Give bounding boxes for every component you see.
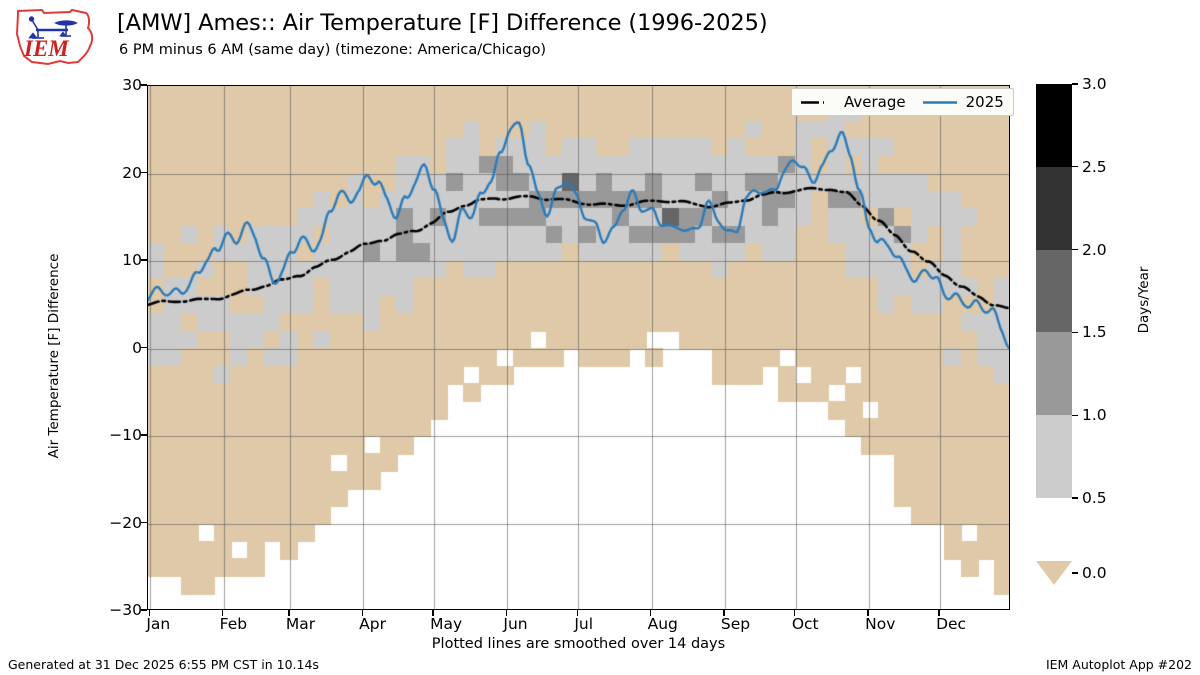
y-axis-tick-mark [141,609,147,611]
colorbar-tick-mark [1072,166,1078,168]
colorbar-segment [1036,415,1072,498]
legend-entry-average[interactable]: Average [800,93,906,111]
logo-text: IEM [23,36,70,61]
colorbar-tick-mark [1072,414,1078,416]
x-axis-tick-mark [794,610,796,616]
x-axis-tick-label: Oct [791,615,819,633]
y-axis-tick-mark [141,346,147,349]
colorbar [1036,84,1072,498]
x-axis-tick-label: Jan [146,615,171,633]
colorbar-tick-mark [1072,331,1078,334]
legend-swatch-average-icon [800,96,836,109]
x-axis-tick-mark [361,610,363,616]
x-axis-tick-mark [222,610,224,616]
colorbar-title: Days/Year [1136,266,1152,334]
colorbar-tick-label: 1.5 [1082,323,1107,342]
y-axis-tick-label: 20 [122,163,142,182]
colorbar-under-tick-mark [1072,572,1078,574]
x-axis-tick-label: Nov [865,615,896,633]
x-axis-tick-mark [148,610,150,616]
y-axis-tick-label: 0 [132,338,142,357]
colorbar-segment [1036,249,1072,333]
page-title: [AMW] Ames:: Air Temperature [F] Differe… [117,10,768,36]
colorbar-under-triangle-icon [1036,561,1072,585]
x-axis-tick-mark [576,610,578,616]
x-axis-tick-label: Dec [936,615,967,633]
colorbar-tick-label: 1.0 [1082,406,1107,425]
x-axis-tick-label: Jul [574,615,594,633]
x-axis-tick-mark [723,610,725,616]
x-axis-tick-mark [649,610,652,616]
x-axis-tick-label: Apr [359,615,386,633]
colorbar-under-label: 0.0 [1082,564,1107,582]
legend-label-2025: 2025 [965,93,1004,111]
footer-generated-text: Generated at 31 Dec 2025 6:55 PM CST in … [8,657,319,672]
iem-logo: IEM [15,8,94,66]
x-axis-tick-label: Sep [720,615,751,633]
legend-swatch-2025-icon [922,96,958,109]
x-axis-tick-label: May [430,615,463,633]
series-lines-layer [148,86,1009,609]
x-axis-tick-mark [505,610,508,616]
y-axis-tick-mark [141,259,147,261]
y-axis-tick-mark [141,521,147,524]
footer-app-text: IEM Autoplot App #202 [1045,657,1192,672]
y-axis-tick-mark [141,171,147,174]
colorbar-tick-mark [1072,497,1078,499]
x-axis-tick-mark [867,610,869,616]
x-axis-tick-label: Jun [503,615,528,633]
colorbar-tick-label: 0.5 [1082,489,1107,507]
x-axis-tick-mark [432,610,434,616]
y-axis-tick-label: −10 [109,426,142,444]
colorbar-segment [1036,166,1072,250]
legend-label-average: Average [844,93,906,111]
y-axis-tick-label: 30 [122,76,142,94]
y-axis-label: Air Temperature [F] Difference [46,253,62,459]
y-axis-ticks: 30 20 10 0 −10 −20 −30 [90,0,142,675]
weather-station-icon [28,16,78,39]
x-axis-tick-label: Feb [219,615,248,633]
y-axis-tick-mark [141,434,147,436]
chart-legend[interactable]: Average 2025 [791,88,1014,116]
colorbar-segment [1036,84,1072,167]
x-axis-tick-mark [938,610,940,616]
x-axis-tick-mark [288,610,290,616]
x-axis-tick-label: Mar [285,615,316,633]
chart-plot-area [147,85,1010,610]
colorbar-tick-label: 3.0 [1082,75,1107,93]
x-axis-tick-label: Aug [647,615,678,633]
y-axis-tick-label: −30 [109,601,142,619]
colorbar-tick-label: 2.5 [1082,157,1107,176]
colorbar-tick-label: 2.0 [1082,240,1107,259]
colorbar-tick-mark [1072,248,1078,251]
legend-entry-2025[interactable]: 2025 [922,93,1004,111]
colorbar-tick-mark [1072,83,1078,85]
iowa-outline-icon [15,8,94,66]
x-axis-label: Plotted lines are smoothed over 14 days [431,636,726,652]
page-subtitle: 6 PM minus 6 AM (same day) (timezone: Am… [119,42,547,58]
y-axis-tick-label: 10 [122,251,142,269]
colorbar-segment [1036,332,1072,416]
y-axis-tick-mark [141,84,147,86]
y-axis-tick-label: −20 [109,513,142,532]
